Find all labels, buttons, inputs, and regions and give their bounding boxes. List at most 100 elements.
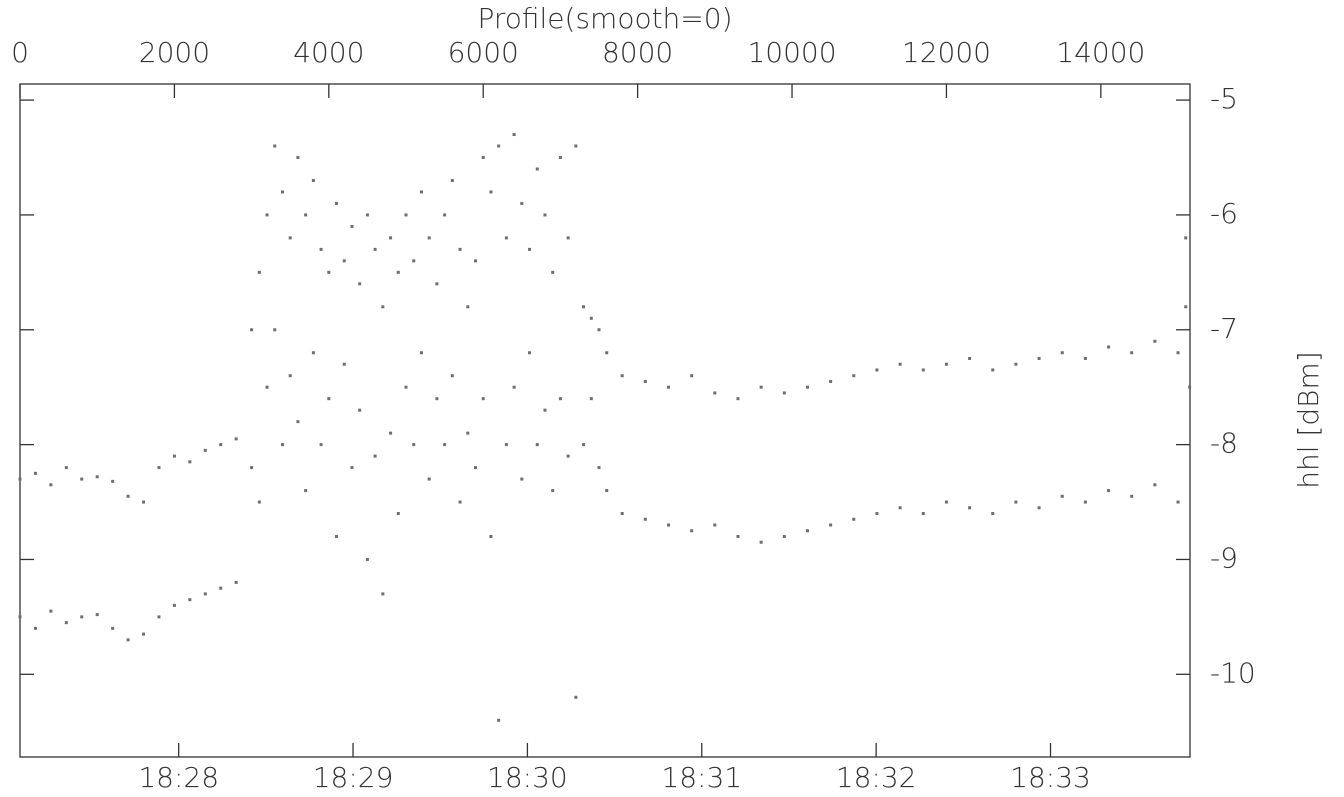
x2-tick-label: 18:31 [661, 761, 742, 794]
point [466, 305, 470, 309]
plot-frame [19, 83, 1191, 758]
point [381, 305, 385, 309]
point [311, 351, 315, 355]
point [304, 213, 308, 217]
x2-tick-label: 18:28 [138, 761, 219, 794]
point [427, 236, 431, 240]
x2-tick-label: 18:29 [313, 761, 394, 794]
point [319, 247, 323, 251]
point [759, 540, 763, 544]
point [852, 374, 856, 378]
point [535, 167, 539, 171]
point [1130, 494, 1134, 498]
point [412, 443, 416, 447]
point [543, 408, 547, 412]
point [497, 144, 501, 148]
y-tick-label: -10 [1210, 656, 1256, 689]
point [304, 489, 308, 493]
point [33, 471, 37, 475]
point [1107, 489, 1111, 493]
point [551, 270, 555, 274]
point [126, 638, 130, 642]
point [250, 328, 254, 332]
point [597, 466, 601, 470]
point [412, 259, 416, 263]
point [265, 385, 269, 389]
point [142, 632, 146, 636]
point [142, 500, 146, 504]
point [172, 603, 176, 607]
point [829, 379, 833, 383]
point [543, 213, 547, 217]
point [49, 483, 53, 487]
point [589, 316, 593, 320]
point [921, 512, 925, 516]
x-tick-label: 0 [11, 36, 29, 69]
point [257, 270, 261, 274]
point [458, 500, 462, 504]
point [234, 580, 238, 584]
point [188, 598, 192, 602]
point [466, 431, 470, 435]
point [273, 144, 277, 148]
point [574, 695, 578, 699]
point [1184, 236, 1188, 240]
x-tick-label: 6000 [448, 36, 519, 69]
point [481, 156, 485, 160]
point [566, 236, 570, 240]
point [620, 512, 624, 516]
point [18, 477, 22, 481]
point [558, 397, 562, 401]
point [373, 247, 377, 251]
point [335, 534, 339, 538]
y-axis-title: hhl [dBm] [1292, 351, 1325, 488]
point [358, 408, 362, 412]
point [643, 517, 647, 521]
point [566, 454, 570, 458]
point [512, 133, 516, 137]
point [342, 259, 346, 263]
point [435, 397, 439, 401]
point [1014, 500, 1018, 504]
point [188, 460, 192, 464]
point [1037, 506, 1041, 510]
point [219, 443, 223, 447]
point [296, 420, 300, 424]
point [690, 529, 694, 533]
point [443, 213, 447, 217]
point [620, 374, 624, 378]
point [427, 477, 431, 481]
point [319, 443, 323, 447]
point [489, 190, 493, 194]
point [280, 190, 284, 194]
point [944, 362, 948, 366]
point [365, 557, 369, 561]
point [157, 466, 161, 470]
point [898, 362, 902, 366]
point [666, 385, 670, 389]
point [288, 374, 292, 378]
y-tick-label: -8 [1210, 427, 1238, 460]
point [736, 397, 740, 401]
point [389, 431, 393, 435]
point [944, 500, 948, 504]
x-tick-label: 2000 [139, 36, 210, 69]
y-tick-label: -6 [1210, 197, 1238, 230]
point [489, 534, 493, 538]
point [64, 621, 68, 625]
point [49, 609, 53, 613]
point [33, 626, 37, 630]
point [736, 534, 740, 538]
point [95, 613, 99, 617]
point [1153, 339, 1157, 343]
point [111, 479, 115, 483]
point [782, 391, 786, 395]
point [288, 236, 292, 240]
point [805, 385, 809, 389]
point [1014, 362, 1018, 366]
point [373, 454, 377, 458]
x-tick-label: 8000 [602, 36, 673, 69]
point [1060, 351, 1064, 355]
point [327, 397, 331, 401]
point [1176, 351, 1180, 355]
